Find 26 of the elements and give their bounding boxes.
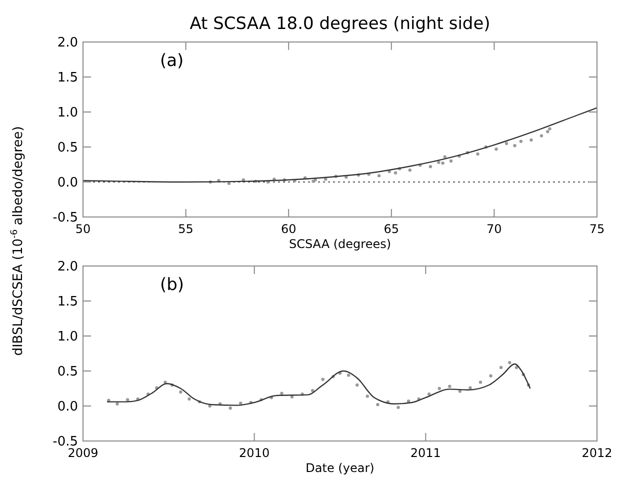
x-tick-label: 2011 (410, 446, 441, 460)
y-tick-label: 0.5 (57, 140, 78, 156)
y-tick-label: 2.0 (57, 36, 78, 51)
x-tick-label: 75 (589, 222, 605, 236)
y-tick-label: 0.5 (57, 364, 78, 380)
annotation: (a) (160, 51, 184, 71)
y-tick-label: 1.0 (57, 106, 78, 121)
y-tick-label: 1.5 (57, 70, 78, 86)
chart-title: At SCSAA 18.0 degrees (night side) (190, 14, 490, 34)
x-axis-title: SCSAA (degrees) (288, 237, 392, 251)
y-tick-label: -0.5 (52, 210, 78, 226)
y-tick-label: 0.0 (57, 400, 78, 415)
x-axis-title: Date (year) (306, 461, 374, 475)
x-tick-label: 65 (384, 222, 400, 236)
x-tick-label: 55 (178, 222, 194, 236)
y-tick-label: 0.0 (57, 176, 78, 191)
y-tick-label: 1.5 (57, 294, 78, 310)
x-tick-label: 70 (486, 222, 502, 236)
x-tick-label: 50 (75, 222, 91, 236)
x-tick-label: 2010 (239, 446, 270, 460)
x-tick-label: 2009 (68, 446, 98, 460)
x-tick-label: 60 (280, 222, 296, 236)
x-tick-label: 2012 (582, 446, 612, 460)
y-tick-label: 2.0 (57, 260, 78, 275)
annotation: (b) (160, 275, 184, 295)
y-tick-label: 1.0 (57, 330, 78, 345)
